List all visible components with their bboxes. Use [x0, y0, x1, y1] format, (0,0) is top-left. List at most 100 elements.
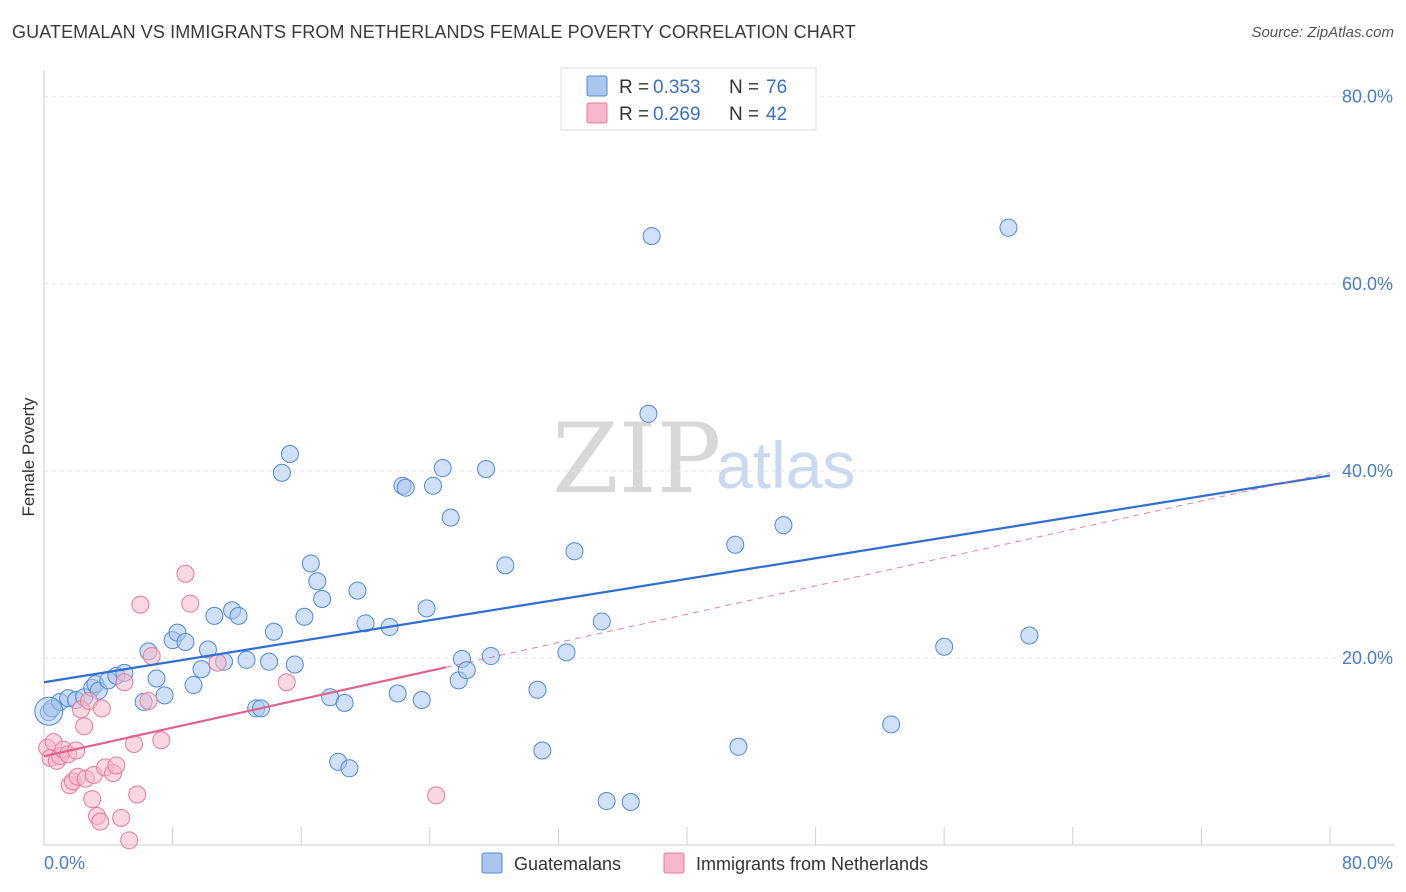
netherlands-point-29 — [139, 691, 158, 710]
legend-r-label-2: R = — [619, 104, 649, 125]
guatemalans-point-18 — [176, 633, 195, 652]
guatemalans-point-26 — [237, 650, 256, 669]
guatemalans-point-74 — [1020, 626, 1039, 645]
guatemalans-point-64 — [597, 792, 616, 811]
legend-r-label-1: R = — [619, 77, 649, 98]
guatemalans-point-58 — [496, 556, 515, 575]
y-tick-label-60: 60.0% — [1342, 274, 1393, 294]
guatemalans-point-25 — [229, 606, 248, 625]
guatemalans-point-67 — [642, 227, 661, 246]
netherlands-point-30 — [142, 647, 161, 666]
netherlands-point-12 — [75, 717, 94, 736]
guatemalans-point-37 — [313, 589, 332, 608]
guatemalans-point-45 — [388, 684, 407, 703]
watermark-atlas: atlas — [716, 428, 855, 502]
guatemalans-point-34 — [295, 607, 314, 626]
guatemalans-point-cluster — [34, 696, 64, 726]
bottom-legend-label-guatemalans: Guatemalans — [514, 854, 621, 874]
trend-line-netherlands — [43, 666, 447, 758]
netherlands-point-22 — [107, 756, 126, 775]
guatemalans-point-30 — [264, 622, 283, 641]
legend-n-value-2: 42 — [766, 104, 787, 125]
bottom-legend-label-netherlands: Immigrants from Netherlands — [696, 854, 928, 874]
guatemalans-point-61 — [557, 643, 576, 662]
guatemalans-point-33 — [285, 655, 304, 674]
netherlands-point-15 — [83, 790, 102, 809]
guatemalans-point-42 — [348, 581, 367, 600]
guatemalans-point-19 — [184, 676, 203, 695]
legend-n-label-1: N = — [729, 77, 759, 98]
x-ticks — [43, 827, 1331, 845]
chart-title: GUATEMALAN VS IMMIGRANTS FROM NETHERLAND… — [12, 22, 856, 42]
trend-line-guatemalans — [43, 474, 1331, 684]
legend-n-label-2: N = — [729, 104, 759, 125]
guatemalans-point-57 — [481, 647, 500, 666]
y-tick-label-40: 40.0% — [1342, 461, 1393, 481]
legend-r-value-2: 0.269 — [653, 104, 701, 125]
netherlands-point-18 — [91, 812, 110, 831]
guatemalans-point-55 — [457, 661, 476, 680]
guatemalans-point-48 — [412, 691, 431, 710]
top-legend: R = 0.353 N = 76 R = 0.269 N = 42 — [560, 67, 817, 131]
x-tick-label-max: 80.0% — [1342, 853, 1393, 873]
guatemalans-point-62 — [565, 542, 584, 561]
y-tick-label-80: 80.0% — [1342, 87, 1393, 107]
guatemalans-point-29 — [260, 652, 279, 671]
y-axis-title: Female Poverty — [19, 397, 38, 517]
guatemalans-point-68 — [726, 535, 745, 554]
netherlands-point-33 — [181, 594, 200, 613]
guatemalans-point-56 — [477, 459, 496, 478]
legend-swatch-blue — [586, 75, 608, 97]
netherlands-point-34 — [208, 653, 227, 672]
guatemalans-point-15 — [155, 686, 174, 705]
guatemalans-point-36 — [308, 572, 327, 591]
source-label: Source: ZipAtlas.com — [1251, 24, 1394, 41]
netherlands-point-35 — [277, 673, 296, 692]
guatemalans-point-32 — [280, 445, 299, 464]
legend-n-value-1: 76 — [766, 77, 787, 98]
guatemalans-point-51 — [433, 459, 452, 478]
guatemalans-point-31 — [272, 463, 291, 482]
guatemalans-point-65 — [621, 792, 640, 811]
netherlands-point-19 — [92, 699, 111, 718]
guatemalans-point-41 — [340, 759, 359, 778]
guatemalans-point-50 — [424, 476, 443, 495]
netherlands-point-28 — [131, 595, 150, 614]
watermark-zip: ZIP — [552, 403, 721, 515]
guatemalans-point-49 — [417, 599, 436, 618]
netherlands-point-36 — [427, 786, 446, 805]
trend-line-netherlands-extension — [445, 472, 1331, 668]
guatemalans-point-22 — [205, 606, 224, 625]
guatemalans-point-59 — [528, 680, 547, 699]
legend-r-value-1: 0.353 — [653, 77, 701, 98]
guatemalans-point-20 — [192, 660, 211, 679]
guatemalans-point-70 — [774, 516, 793, 535]
guatemalans-point-21 — [198, 640, 217, 659]
netherlands-point-32 — [176, 564, 195, 583]
guatemalans-point-73 — [999, 218, 1018, 237]
guatemalans-point-47 — [396, 478, 415, 497]
guatemalans-point-52 — [441, 508, 460, 527]
bottom-legend-swatch-guatemalans — [481, 852, 503, 874]
legend-swatch-pink — [586, 102, 608, 124]
netherlands-point-25 — [120, 831, 139, 850]
guatemalans-point-66 — [639, 404, 658, 423]
netherlands-point-24 — [115, 673, 134, 692]
guatemalans-point-63 — [592, 612, 611, 631]
guatemalans-point-72 — [935, 637, 954, 656]
guatemalans-point-43 — [356, 614, 375, 633]
bottom-legend: Guatemalans Immigrants from Netherlands — [481, 852, 928, 874]
x-tick-label-min: 0.0% — [44, 853, 85, 873]
y-tick-labels: 20.0% 40.0% 60.0% 80.0% — [1342, 87, 1393, 668]
guatemalans-point-14 — [147, 669, 166, 688]
guatemalans-point-71 — [882, 715, 901, 734]
netherlands-point-23 — [112, 808, 131, 827]
series-netherlands — [38, 564, 446, 850]
series-guatemalans — [34, 218, 1039, 811]
guatemalans-point-69 — [729, 737, 748, 756]
guatemalans-point-60 — [533, 741, 552, 760]
y-tick-label-20: 20.0% — [1342, 648, 1393, 668]
guatemalans-point-35 — [301, 554, 320, 573]
bottom-legend-swatch-netherlands — [663, 852, 685, 874]
